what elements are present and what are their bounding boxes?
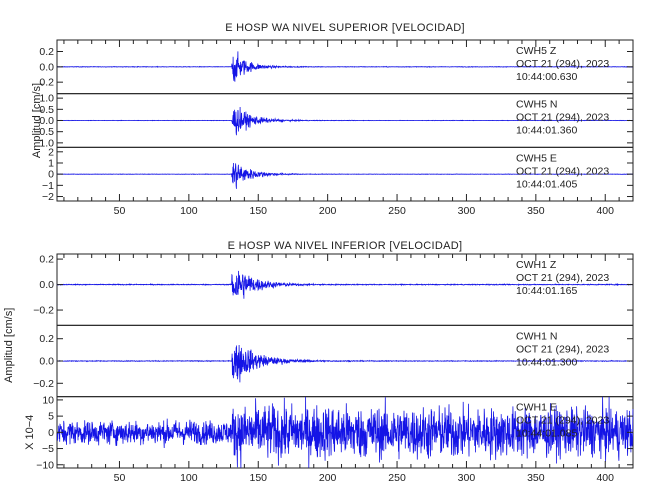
trace-time-label: 10:44:01.360: [516, 125, 577, 137]
x-tick-label: 350: [527, 472, 545, 484]
panel-title: E HOSP WA NIVEL SUPERIOR [VELOCIDAD]: [225, 22, 465, 34]
waveform-line: [57, 51, 634, 82]
waveform-line: [56, 344, 634, 383]
panel-title: E HOSP WA NIVEL INFERIOR [VELOCIDAD]: [228, 240, 463, 252]
trace-date-label: OCT 21 (294), 2023: [516, 58, 609, 70]
y-tick-label: 0.5: [39, 104, 54, 116]
x-tick-label: 250: [388, 205, 406, 217]
x-tick-label: 300: [458, 205, 476, 217]
y-tick-label: 10: [42, 394, 54, 406]
trace-date-label: OCT 21 (294), 2023: [516, 415, 609, 427]
y-tick-label: 0.2: [39, 46, 54, 58]
y-axis-label: Amplitud [cm/s]: [31, 83, 43, 158]
trace-time-label: 10:44:00.630: [516, 71, 577, 83]
trace-date-label: OCT 21 (294), 2023: [516, 343, 609, 355]
y-tick-label: 0: [48, 427, 54, 439]
waveform-line: [56, 396, 634, 468]
x-tick-label: 50: [114, 205, 126, 217]
x-tick-label: 350: [527, 205, 545, 217]
y-tick-label: 0.2: [39, 333, 54, 345]
x-tick-label: 150: [249, 472, 267, 484]
panel-superior: E HOSP WA NIVEL SUPERIOR [VELOCIDAD]0.20…: [31, 22, 634, 217]
x-tick-label: 300: [458, 472, 476, 484]
y-tick-label: 1.0: [39, 137, 54, 149]
trace-station-label: CWH5 N: [516, 99, 557, 111]
trace-date-label: OCT 21 (294), 2023: [516, 165, 609, 177]
y-tick-label: 0.0: [39, 356, 54, 368]
trace-time-label: 10:44:01.165: [516, 285, 577, 297]
y-tick-label: 1.0: [39, 93, 54, 105]
trace-station-label: CWH1 Z: [516, 259, 557, 271]
y-tick-label: 0.0: [39, 115, 54, 127]
x-tick-label: 400: [596, 472, 614, 484]
x-tick-label: 150: [249, 205, 267, 217]
waveform-line: [56, 106, 634, 136]
trace-station-label: CWH1 E: [516, 402, 557, 414]
x-tick-label: 200: [319, 472, 337, 484]
x-tick-label: 400: [596, 205, 614, 217]
x-tick-label: 50: [114, 472, 126, 484]
trace-station-label: CWH1 N: [516, 330, 557, 342]
waveform-line: [56, 162, 634, 189]
y-tick-label: 0.0: [39, 279, 54, 291]
y-tick-label: −5: [42, 443, 54, 455]
y-tick-label: −0.2: [33, 305, 54, 317]
y-tick-label: 0.2: [39, 77, 54, 89]
trace-time-label: 10:44:01.300: [516, 356, 577, 368]
y-tick-label: 5: [48, 411, 54, 423]
y-tick-label: −2: [42, 191, 54, 203]
trace-station-label: CWH5 E: [516, 152, 557, 164]
panel-inferior: E HOSP WA NIVEL INFERIOR [VELOCIDAD]0.20…: [3, 240, 634, 484]
trace-date-label: OCT 21 (294), 2023: [516, 112, 609, 124]
y-tick-label: 0.5: [39, 126, 54, 138]
y-tick-label: 0: [48, 169, 54, 181]
x-tick-label: 100: [180, 472, 198, 484]
x-tick-label: 100: [180, 205, 198, 217]
y-tick-label: −0.2: [33, 378, 54, 390]
trace-time-label: 10:44:01.085: [516, 428, 577, 440]
y-tick-label: 1: [48, 157, 54, 169]
y-axis-label: Amplitud [cm/s]: [3, 308, 15, 383]
trace-station-label: CWH5 Z: [516, 45, 557, 57]
y-tick-label: 2: [48, 146, 54, 158]
scale-factor-label: X 10−4: [24, 415, 36, 450]
y-tick-label: −1: [42, 180, 54, 192]
y-tick-label: 0.0: [39, 61, 54, 73]
waveform-line: [56, 270, 634, 299]
trace-date-label: OCT 21 (294), 2023: [516, 272, 609, 284]
y-tick-label: 0.2: [39, 254, 54, 266]
x-tick-label: 250: [388, 472, 406, 484]
trace-time-label: 10:44:01.405: [516, 178, 577, 190]
y-tick-label: −10: [36, 459, 54, 471]
x-tick-label: 200: [319, 205, 337, 217]
